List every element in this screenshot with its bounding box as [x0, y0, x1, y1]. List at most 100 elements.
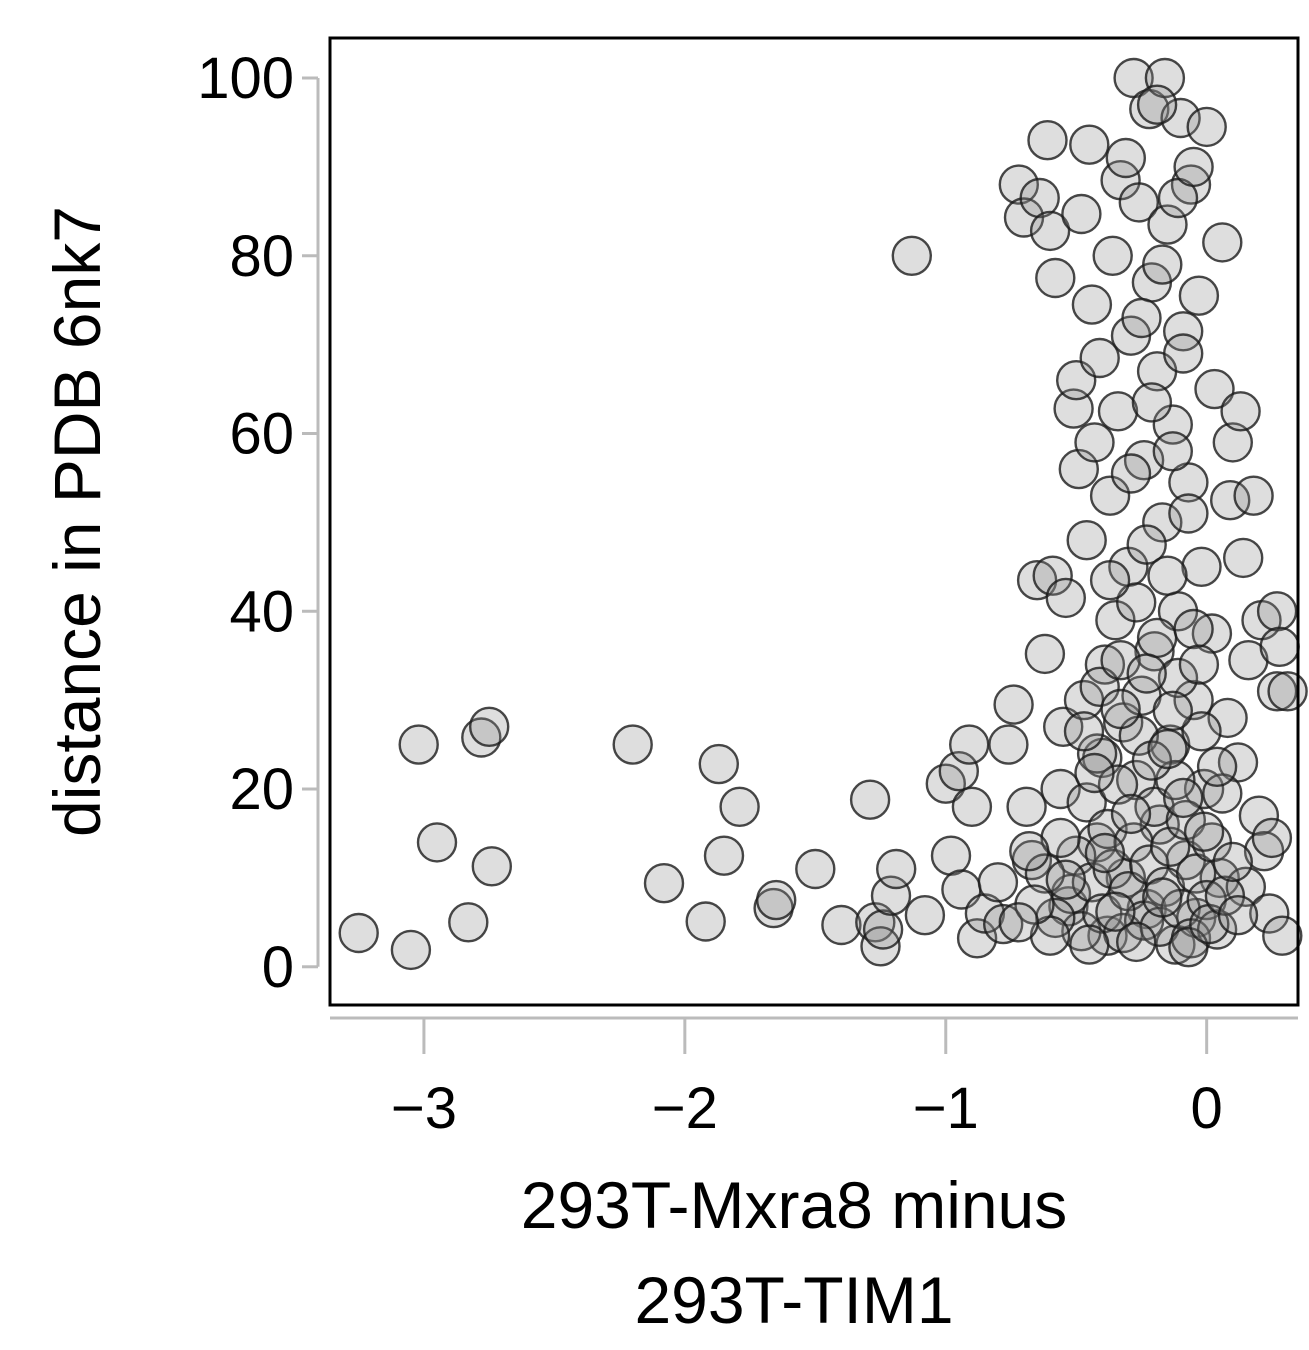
data-point — [1152, 690, 1194, 731]
data-point — [1136, 84, 1178, 125]
data-point — [398, 724, 439, 765]
data-point — [862, 909, 904, 950]
data-point — [1256, 591, 1298, 632]
y-tick-label: 40 — [229, 579, 294, 644]
data-point — [1267, 671, 1308, 712]
data-point — [1181, 711, 1222, 752]
data-point — [1115, 582, 1157, 623]
data-point — [983, 903, 1024, 945]
data-point — [951, 786, 993, 827]
data-point — [1262, 915, 1303, 956]
data-point — [1168, 493, 1209, 534]
data-point — [1079, 337, 1120, 379]
data-point — [1029, 210, 1071, 252]
data-point — [1027, 119, 1068, 161]
data-point — [949, 724, 990, 765]
data-point — [1035, 257, 1076, 299]
data-point — [1040, 768, 1081, 810]
data-point — [719, 786, 760, 827]
y-tick-label: 100 — [197, 46, 294, 111]
data-point — [338, 912, 379, 954]
data-point — [1147, 555, 1188, 596]
data-point — [1089, 475, 1131, 516]
data-point — [1110, 793, 1152, 835]
data-point — [1173, 679, 1214, 721]
data-point — [1204, 875, 1246, 916]
data-point — [469, 706, 510, 747]
data-point — [1136, 617, 1178, 659]
data-point — [988, 724, 1029, 765]
data-point — [1097, 391, 1139, 432]
data-point — [1222, 537, 1264, 579]
data-point — [1178, 275, 1220, 316]
data-points — [338, 57, 1308, 971]
y-tick-label: 60 — [229, 402, 294, 467]
x-tick-label: −3 — [391, 1076, 457, 1141]
data-point — [1142, 502, 1183, 543]
data-point — [1144, 57, 1186, 99]
data-point — [1220, 391, 1261, 432]
data-point — [612, 724, 653, 765]
data-point — [1168, 927, 1209, 968]
data-point — [1183, 811, 1225, 852]
data-point — [930, 835, 972, 876]
data-point — [756, 879, 797, 921]
data-point — [998, 164, 1039, 205]
data-point — [1142, 877, 1183, 918]
data-point — [416, 822, 458, 863]
data-point — [1009, 831, 1050, 872]
data-point — [1071, 284, 1113, 325]
data-point — [698, 743, 739, 785]
x-axis-title: 293T-Mxra8 minus 293T-TIM1 — [521, 1168, 1068, 1337]
data-point — [1142, 244, 1183, 285]
data-point — [821, 904, 862, 946]
data-point — [860, 926, 901, 967]
data-point — [998, 902, 1039, 943]
data-point — [1259, 626, 1300, 667]
data-point — [1069, 924, 1110, 965]
data-point — [1157, 657, 1199, 699]
x-axis: −3 −2 −1 0 — [330, 1016, 1298, 1141]
data-point — [1178, 644, 1220, 685]
data-point — [1100, 640, 1141, 681]
data-point — [643, 863, 685, 904]
x-tick-label: 0 — [1191, 1076, 1223, 1141]
data-point — [1152, 431, 1194, 472]
data-point — [1019, 177, 1060, 219]
data-point — [1045, 859, 1087, 900]
data-point — [1066, 520, 1107, 561]
y-axis-title: distance in PDB 6nk7 — [40, 206, 114, 837]
data-point — [1181, 546, 1222, 587]
data-point — [1196, 746, 1238, 787]
data-point — [448, 902, 489, 943]
x-tick-label: −2 — [652, 1076, 718, 1141]
data-point — [1147, 204, 1188, 245]
data-point — [1147, 728, 1188, 770]
data-point — [1126, 524, 1167, 565]
data-point — [1118, 182, 1160, 223]
data-point — [1202, 222, 1243, 263]
y-axis-title-text: distance in PDB 6nk7 — [40, 206, 114, 837]
data-point — [1092, 235, 1133, 277]
data-point — [703, 835, 745, 876]
x-axis-title-line: 293T-TIM1 — [634, 1263, 953, 1337]
data-point — [1089, 560, 1131, 601]
y-axis: 0 20 40 60 80 100 — [197, 46, 320, 1000]
data-point — [1121, 297, 1162, 339]
data-point — [1074, 422, 1115, 463]
data-point — [938, 751, 979, 792]
data-point — [1186, 106, 1227, 148]
data-point — [1024, 633, 1066, 675]
data-point — [1251, 817, 1293, 859]
data-point — [1045, 577, 1087, 619]
data-point — [1084, 832, 1126, 874]
data-point — [1063, 711, 1105, 752]
data-point — [1173, 146, 1214, 188]
data-point — [977, 862, 1019, 903]
data-point — [956, 918, 998, 959]
data-point — [1126, 653, 1167, 694]
data-point — [1162, 311, 1204, 352]
data-point — [870, 875, 912, 916]
y-tick-label: 20 — [229, 757, 294, 822]
